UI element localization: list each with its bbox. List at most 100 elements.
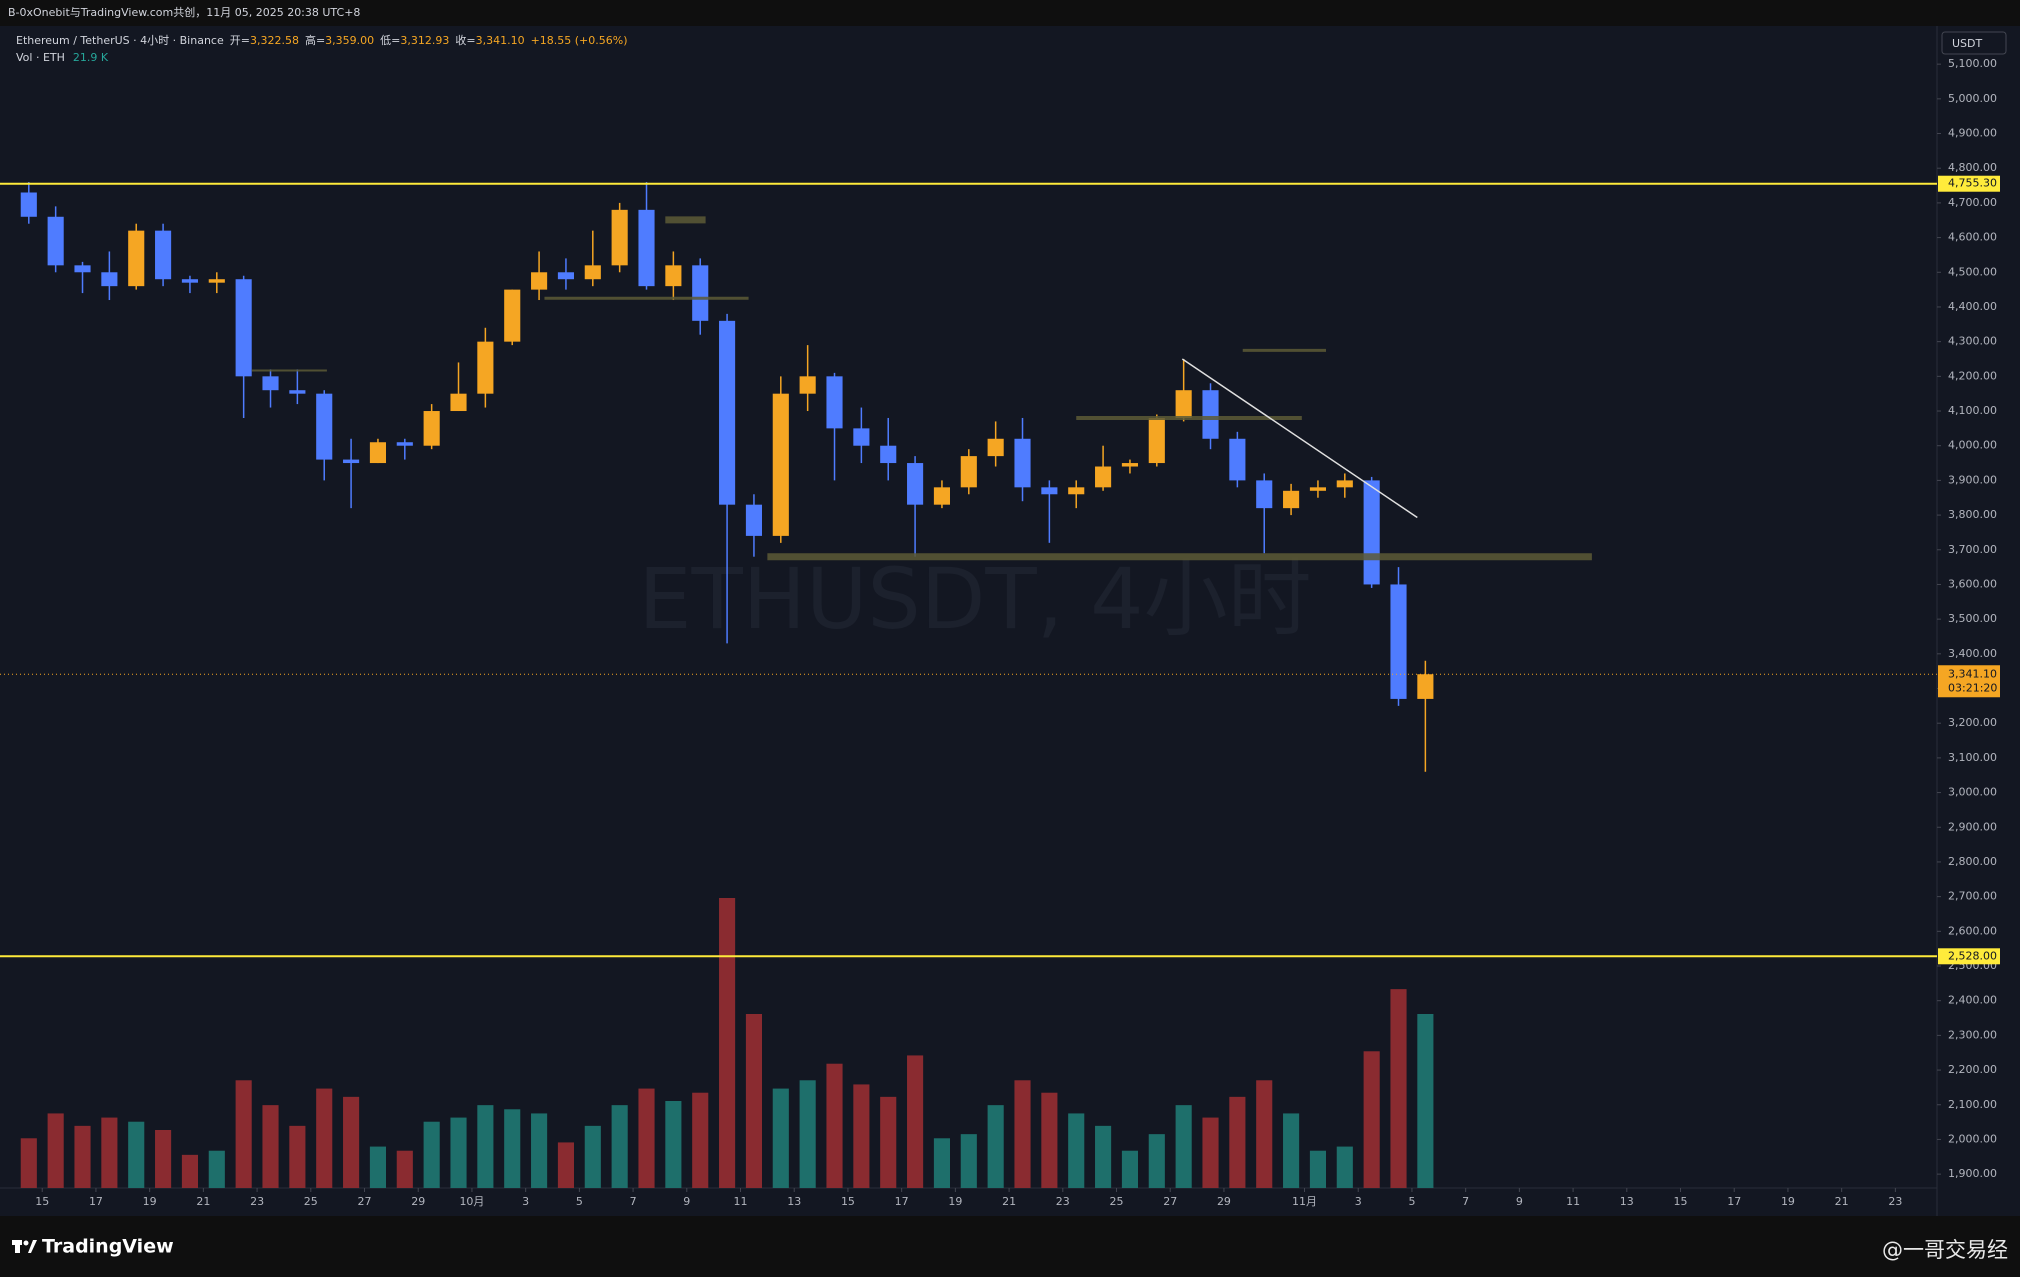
x-tick-label: 25 <box>1110 1195 1124 1208</box>
y-tick-label: 2,700.00 <box>1948 890 1997 903</box>
close-label: 收= <box>455 33 475 47</box>
y-tick-label: 3,900.00 <box>1948 473 1997 486</box>
candle-body <box>933 487 950 505</box>
candle-body <box>262 376 279 391</box>
candle-body <box>343 459 360 464</box>
volume-bar <box>1202 1117 1219 1188</box>
volume-bar <box>423 1121 440 1188</box>
candle-body <box>20 192 37 217</box>
volume-bar <box>1014 1080 1031 1188</box>
y-tick-label: 5,100.00 <box>1948 57 1997 70</box>
volume-label: Vol · ETH <box>16 51 65 64</box>
last-price-label: 3,341.10 <box>1948 667 1997 680</box>
watermark: ETHUSDT, 4小时 <box>638 550 1311 648</box>
volume-bar <box>745 1014 762 1188</box>
volume-bar <box>719 898 736 1188</box>
x-tick-label: 15 <box>35 1195 49 1208</box>
volume-bar <box>1121 1150 1138 1188</box>
volume-bar <box>1283 1113 1300 1188</box>
y-tick-label: 2,900.00 <box>1948 820 1997 833</box>
open: 3,322.58 <box>250 34 299 47</box>
x-tick-label: 27 <box>358 1195 372 1208</box>
candle-body <box>1283 490 1300 509</box>
candle-body <box>316 393 333 460</box>
candle-body <box>1417 674 1434 699</box>
candle-body <box>155 230 172 280</box>
x-tick-label: 3 <box>522 1195 529 1208</box>
candle-body <box>638 209 655 287</box>
low-label: 低= <box>380 34 400 47</box>
volume-bar <box>74 1125 91 1188</box>
candle-body <box>128 230 145 287</box>
candle-body <box>1095 466 1112 488</box>
y-tick-label: 4,300.00 <box>1948 335 1997 348</box>
volume-bar <box>101 1117 118 1188</box>
candle-body <box>74 265 91 273</box>
x-tick-label: 15 <box>841 1195 855 1208</box>
price-level-label: 4,755.30 <box>1948 177 1997 190</box>
high-label: 高= <box>305 33 325 47</box>
candle-body <box>369 442 386 464</box>
volume-bar <box>880 1096 897 1188</box>
candle-body <box>47 216 64 266</box>
x-tick-label: 21 <box>196 1195 210 1208</box>
symbol: Ethereum / TetherUS · 4小时 · Binance <box>16 34 224 47</box>
volume-bar <box>1175 1105 1192 1188</box>
volume-bar <box>826 1063 843 1188</box>
volume-bar <box>450 1117 467 1188</box>
y-tick-label: 4,500.00 <box>1948 265 1997 278</box>
volume-bar <box>1390 989 1407 1188</box>
candle-body <box>1121 463 1138 467</box>
open-label: 开= <box>230 34 250 47</box>
currency: USDT <box>1952 37 1983 50</box>
candle-body <box>101 272 118 287</box>
credit: @一哥交易经 <box>1882 1238 2008 1262</box>
volume-bar <box>987 1105 1004 1188</box>
y-tick-label: 3,400.00 <box>1948 647 1997 660</box>
x-tick-label: 19 <box>948 1195 962 1208</box>
volume-bar <box>1363 1051 1380 1188</box>
candle-body <box>557 272 574 280</box>
candle-body <box>853 428 870 446</box>
x-tick-label: 9 <box>1516 1195 1523 1208</box>
volume-bar <box>531 1113 548 1188</box>
volume-bar <box>155 1130 172 1188</box>
x-tick-label: 17 <box>895 1195 909 1208</box>
candle-body <box>719 320 736 505</box>
volume-bar <box>799 1080 816 1188</box>
high: 3,359.00 <box>325 34 374 47</box>
x-tick-label: 9 <box>683 1195 690 1208</box>
volume-bar <box>289 1125 306 1188</box>
x-tick-label: 27 <box>1163 1195 1177 1208</box>
candle-body <box>1041 487 1058 495</box>
price-level-tag <box>1938 948 2000 965</box>
x-tick-label: 21 <box>1002 1195 1016 1208</box>
candle-body <box>665 265 682 287</box>
candle-body <box>1390 584 1407 699</box>
volume-bar <box>907 1055 924 1188</box>
trendline <box>1181 358 1418 519</box>
x-tick-label: 11 <box>1566 1195 1580 1208</box>
candle-body <box>745 504 762 536</box>
y-tick-label: 2,000.00 <box>1948 1132 1997 1145</box>
candle-body <box>1309 487 1326 491</box>
x-tick-label: 13 <box>787 1195 801 1208</box>
candle-body <box>423 411 440 446</box>
candle-body <box>289 390 306 394</box>
volume-value: 21.9 K <box>73 51 109 64</box>
close: 3,341.10 <box>476 34 525 47</box>
candle-body <box>611 209 628 266</box>
x-tick-label: 19 <box>1781 1195 1795 1208</box>
candle-body <box>584 265 601 280</box>
x-tick-label: 29 <box>411 1195 425 1208</box>
currency-box[interactable] <box>1941 31 2007 55</box>
candle-body <box>1256 480 1273 509</box>
x-tick-label: 17 <box>1727 1195 1741 1208</box>
candle-body <box>799 376 816 394</box>
candle-body <box>1068 487 1085 495</box>
y-tick-label: 4,100.00 <box>1948 404 1997 417</box>
volume-bar <box>1256 1080 1273 1188</box>
y-tick-label: 2,200.00 <box>1948 1063 1997 1076</box>
x-tick-label: 13 <box>1620 1195 1634 1208</box>
